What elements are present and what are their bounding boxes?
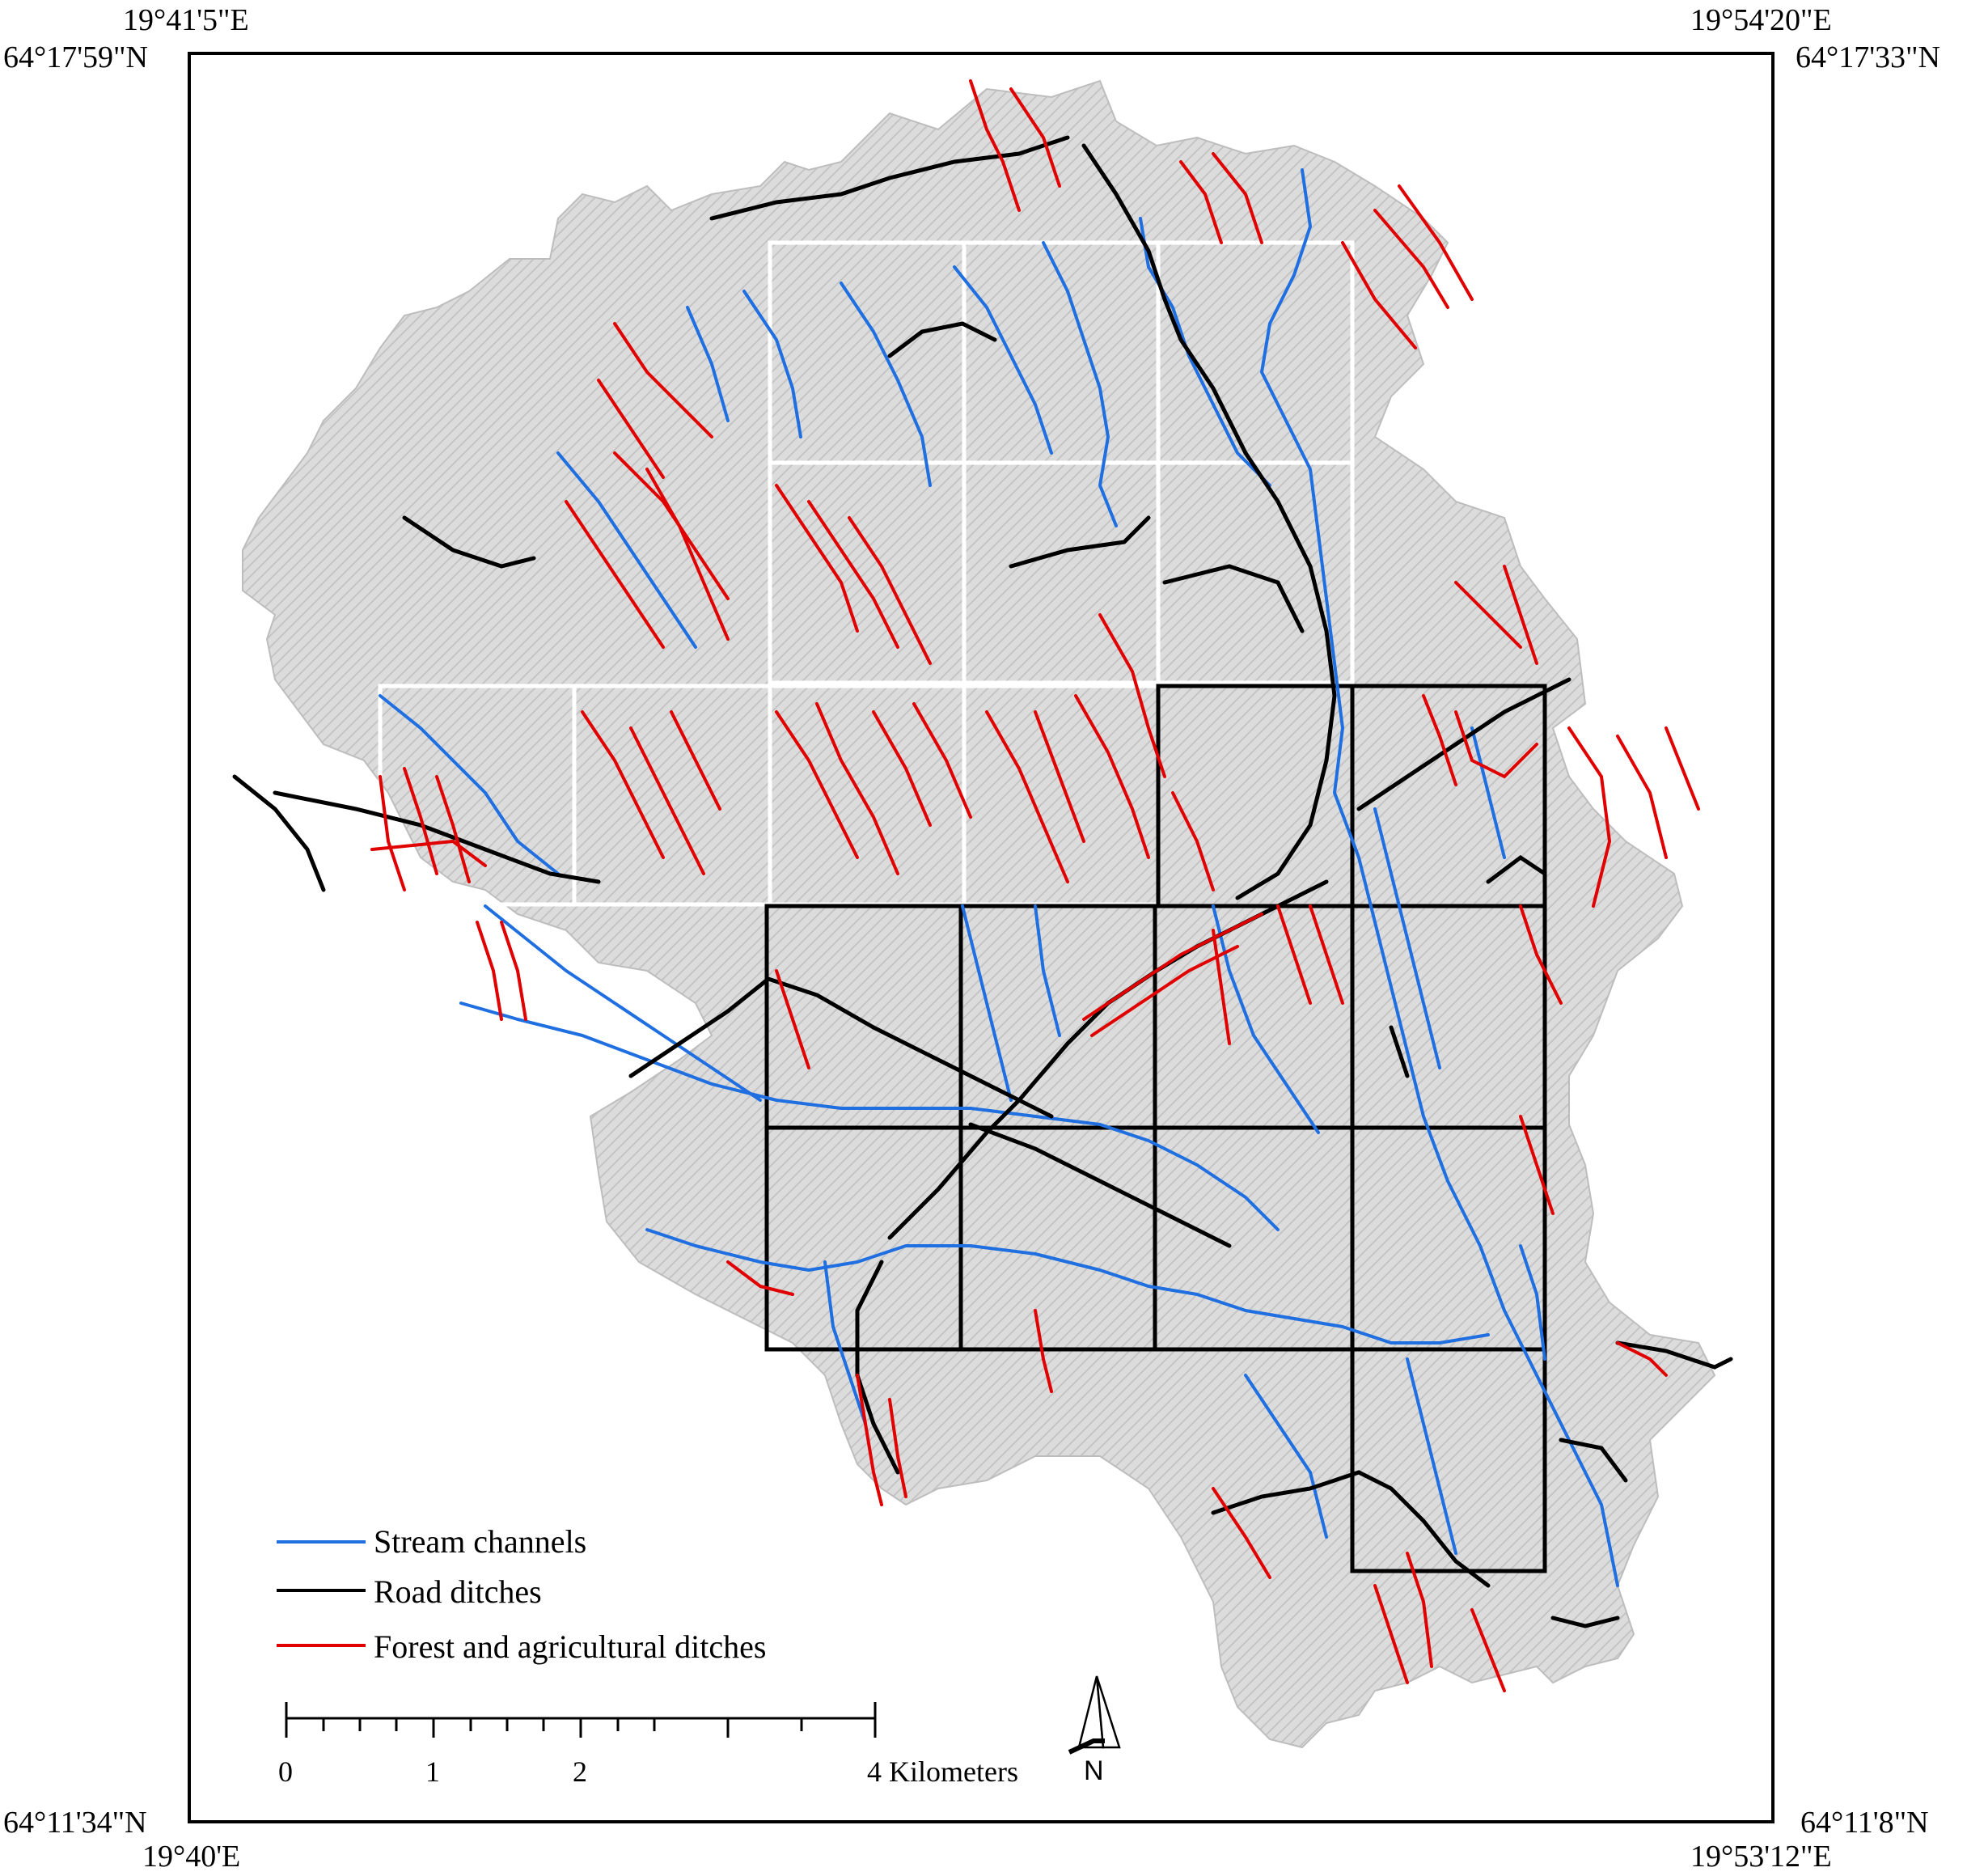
top-left-latitude: 64°17'59"N (3, 40, 148, 74)
scale-label-2: 2 (573, 1755, 587, 1788)
legend-ditch-label: Forest and agricultural ditches (374, 1628, 767, 1665)
forest-agri-ditches (370, 79, 1700, 1692)
legend-road-label: Road ditches (374, 1573, 542, 1610)
grid-white (378, 240, 1355, 907)
scale-label-0: 0 (278, 1755, 293, 1788)
bottom-right-latitude: 64°11'8"N (1800, 1806, 1929, 1840)
stream-channels (379, 168, 1619, 1587)
scale-label-4-km: 4 Kilometers (867, 1755, 1018, 1788)
top-left-longitude: 19°41'5"E (123, 3, 249, 37)
catchment-terrain (242, 79, 1716, 1749)
north-arrow-icon (1068, 1675, 1121, 1755)
grid-black (764, 684, 1547, 1573)
bottom-right-longitude: 19°53'12"E (1690, 1840, 1832, 1874)
north-label: N (1084, 1755, 1104, 1786)
bottom-left-longitude: 19°40'E (142, 1840, 241, 1874)
bottom-left-latitude: 64°11'34"N (3, 1806, 147, 1840)
scale-bar (285, 1702, 877, 1738)
legend-stream-label: Stream channels (374, 1523, 587, 1560)
map-frame (188, 52, 1775, 1823)
scale-label-1: 1 (425, 1755, 440, 1788)
top-right-latitude: 64°17'33"N (1796, 40, 1940, 74)
top-right-longitude: 19°54'20"E (1690, 3, 1832, 37)
